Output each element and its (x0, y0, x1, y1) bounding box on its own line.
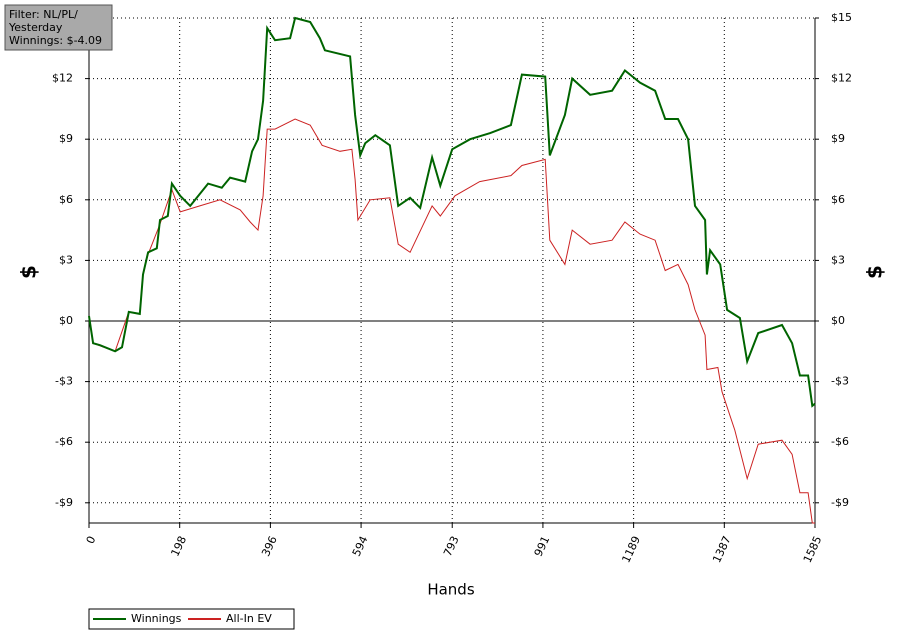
series-line (88, 118, 815, 524)
y-axis-label: $ (17, 265, 41, 279)
y-tick-label: -$9 (55, 496, 73, 509)
y-tick-label: -$6 (55, 435, 73, 448)
y2-tick-label: $9 (831, 132, 845, 145)
legend: Winnings All-In EV (88, 608, 295, 630)
y2-tick-label: $15 (831, 11, 852, 24)
filter-box: Filter: NL/PL/ Yesterday Winnings: $-4.0… (4, 4, 113, 51)
y-tick-label: $9 (59, 132, 73, 145)
filter-text: Yesterday (8, 21, 63, 34)
legend-label: Winnings (131, 612, 182, 625)
y2-tick-label: $12 (831, 72, 852, 85)
y-tick-label: $6 (59, 193, 73, 206)
x-tick-label: 0 (84, 534, 99, 546)
legend-label: All-In EV (226, 612, 272, 625)
y2-tick-label: -$3 (831, 375, 849, 388)
y2-tick-label: $6 (831, 193, 845, 206)
y2-tick-label: $3 (831, 253, 845, 266)
y2-tick-label: -$9 (831, 496, 849, 509)
y2-axis-label: $ (863, 265, 887, 279)
y-tick-label: -$3 (55, 375, 73, 388)
filter-text: Winnings: $-4.09 (9, 34, 102, 47)
series-line (88, 16, 816, 408)
filter-box-bg (4, 4, 113, 51)
filter-text: Filter: NL/PL/ (9, 8, 78, 21)
y-tick-label: $0 (59, 314, 73, 327)
y2-tick-label: -$6 (831, 435, 849, 448)
x-axis-label: Hands (427, 581, 474, 599)
y-tick-label: $3 (59, 253, 73, 266)
y2-tick-label: $0 (831, 314, 845, 327)
y-tick-label: $12 (52, 72, 73, 85)
